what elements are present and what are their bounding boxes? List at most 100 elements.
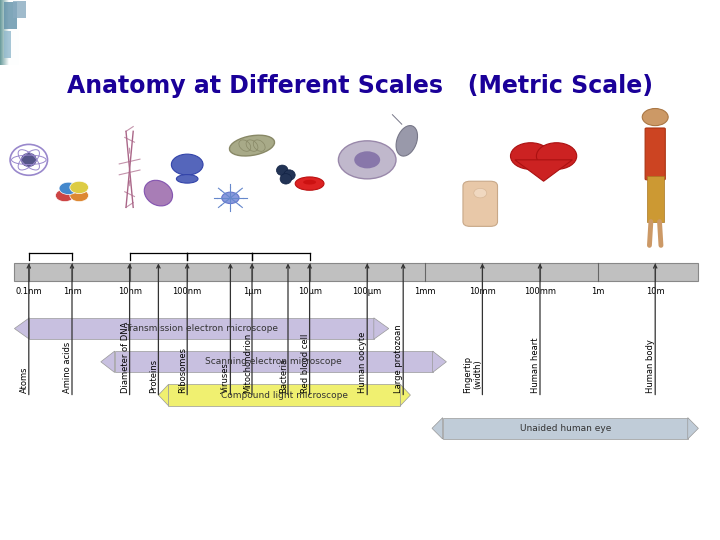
Text: 10μm: 10μm <box>297 287 322 296</box>
Text: 100μm: 100μm <box>353 287 382 296</box>
Ellipse shape <box>230 135 274 156</box>
Text: 10nm: 10nm <box>117 287 142 296</box>
Ellipse shape <box>284 170 295 180</box>
Bar <box>1 0 11 65</box>
Bar <box>9 0 19 65</box>
Bar <box>7 0 17 65</box>
Bar <box>6 0 17 65</box>
Text: Viruses: Viruses <box>222 362 230 393</box>
Text: Atoms: Atoms <box>19 366 29 393</box>
Bar <box>3 0 14 65</box>
Bar <box>3 0 14 65</box>
Ellipse shape <box>21 153 37 167</box>
Text: 1m: 1m <box>591 287 604 296</box>
Bar <box>1 0 12 65</box>
Bar <box>5 0 15 65</box>
Ellipse shape <box>303 180 316 185</box>
Bar <box>8 0 19 65</box>
Polygon shape <box>14 318 30 339</box>
Circle shape <box>222 192 239 204</box>
Bar <box>6 0 17 65</box>
Bar <box>4 0 14 65</box>
Bar <box>5 0 16 65</box>
Text: Anatomy at Different Scales   (Metric Scale): Anatomy at Different Scales (Metric Scal… <box>67 74 653 98</box>
Bar <box>5 0 16 65</box>
Text: 10m: 10m <box>646 287 665 296</box>
Bar <box>2 0 13 65</box>
Bar <box>9 0 19 65</box>
Bar <box>8 0 18 65</box>
Ellipse shape <box>276 165 288 176</box>
Bar <box>6 0 17 65</box>
FancyBboxPatch shape <box>647 177 664 221</box>
Polygon shape <box>101 351 114 373</box>
Bar <box>6 0 17 65</box>
Text: 1nm: 1nm <box>63 287 81 296</box>
Bar <box>6 0 16 65</box>
Bar <box>2 0 12 65</box>
Text: Human body: Human body <box>647 339 655 393</box>
Bar <box>3 0 14 65</box>
Circle shape <box>354 151 380 168</box>
Bar <box>5 0 16 65</box>
Bar <box>0 0 11 65</box>
Bar <box>8 0 18 65</box>
Bar <box>13 1 26 18</box>
Text: Mitochondrion: Mitochondrion <box>243 333 252 393</box>
Ellipse shape <box>474 188 487 198</box>
Bar <box>1 0 12 65</box>
Ellipse shape <box>10 144 48 176</box>
Circle shape <box>59 182 78 194</box>
Bar <box>8 0 19 65</box>
Bar <box>4 0 14 65</box>
Bar <box>0 0 11 65</box>
Bar <box>2 0 12 65</box>
Circle shape <box>55 190 74 201</box>
Bar <box>168 384 400 406</box>
Bar <box>114 351 433 373</box>
Bar <box>9 0 19 65</box>
Bar <box>4 0 14 65</box>
Bar <box>5 0 15 65</box>
Circle shape <box>536 143 577 170</box>
Text: Unaided human eye: Unaided human eye <box>520 424 611 433</box>
Ellipse shape <box>295 177 324 190</box>
Bar <box>7 0 17 65</box>
Text: Amino acids: Amino acids <box>63 341 72 393</box>
Bar <box>2 0 12 65</box>
Bar <box>4 0 14 65</box>
Text: Ribosomes: Ribosomes <box>179 347 187 393</box>
Bar <box>1 0 12 65</box>
Bar <box>4 0 14 65</box>
Bar <box>6 0 17 65</box>
Ellipse shape <box>396 126 418 156</box>
Polygon shape <box>400 384 410 406</box>
Polygon shape <box>432 417 443 439</box>
Text: Transmission electron microscope: Transmission electron microscope <box>125 324 278 333</box>
Polygon shape <box>433 351 446 373</box>
Circle shape <box>338 141 396 179</box>
Bar <box>9 0 19 65</box>
Bar <box>4 0 14 65</box>
Text: 10mm: 10mm <box>469 287 496 296</box>
Bar <box>0 0 11 65</box>
Bar <box>443 417 688 439</box>
Text: Compound light microscope: Compound light microscope <box>221 390 348 400</box>
Bar <box>1 0 12 65</box>
Circle shape <box>70 190 89 201</box>
Circle shape <box>510 143 551 170</box>
Bar <box>4 0 14 65</box>
Bar <box>4 31 11 58</box>
Text: 1mm: 1mm <box>414 287 436 296</box>
Bar <box>7 0 18 65</box>
Polygon shape <box>515 160 572 181</box>
Bar <box>4 0 15 65</box>
Polygon shape <box>688 417 698 439</box>
Bar <box>6 0 17 65</box>
Text: Diameter of DNA: Diameter of DNA <box>121 321 130 393</box>
Bar <box>14 263 698 281</box>
Bar <box>9 0 19 65</box>
Bar <box>6 0 17 65</box>
Bar <box>1 0 11 65</box>
Bar <box>4 0 14 65</box>
